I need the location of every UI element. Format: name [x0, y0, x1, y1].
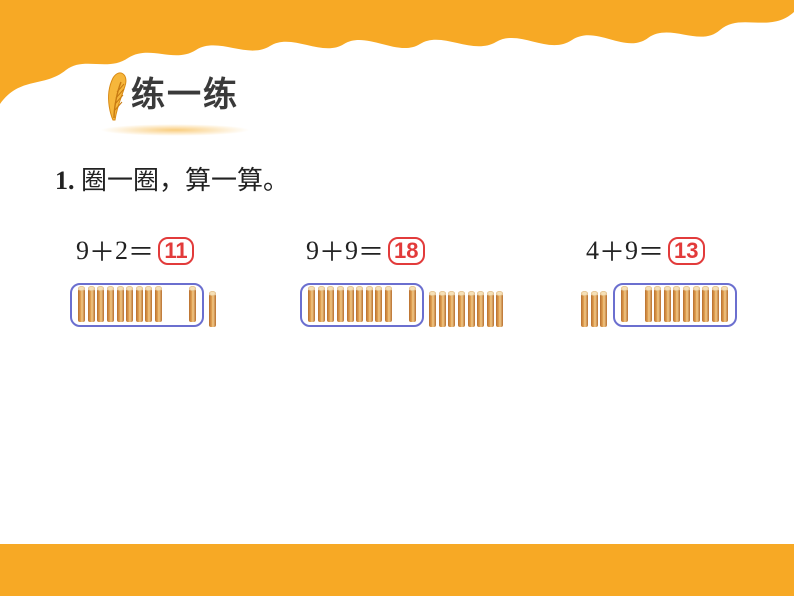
- counting-stick: [621, 288, 628, 322]
- counting-stick: [209, 293, 216, 327]
- counting-stick: [496, 293, 503, 327]
- counting-stick: [693, 288, 700, 322]
- equals: ＝: [638, 232, 664, 269]
- feather-icon: [95, 70, 135, 122]
- counting-stick: [356, 288, 363, 322]
- operand-b: 2: [115, 236, 128, 266]
- counting-stick: [107, 288, 114, 322]
- counting-stick: [439, 293, 446, 327]
- loose-sticks: [428, 293, 505, 327]
- sticks-area-3: [580, 283, 737, 327]
- counting-stick: [145, 288, 152, 322]
- operator: ＋: [89, 232, 115, 269]
- counting-stick: [468, 293, 475, 327]
- counting-stick: [155, 288, 162, 322]
- counting-stick: [591, 293, 598, 327]
- sticks-area-2: [300, 283, 505, 327]
- circled-group: [613, 283, 737, 327]
- equals: ＝: [128, 232, 154, 269]
- counting-stick: [600, 293, 607, 327]
- equation-2: 9 ＋ 9 ＝ 18: [306, 232, 425, 269]
- operator: ＋: [319, 232, 345, 269]
- problems: 9 ＋ 2 ＝ 11 9 ＋ 9 ＝ 18 4 ＋ 9 ＝ 13: [0, 232, 794, 327]
- equals: ＝: [358, 232, 384, 269]
- counting-stick: [347, 288, 354, 322]
- counting-stick: [337, 288, 344, 322]
- counting-stick: [126, 288, 133, 322]
- counting-stick: [487, 293, 494, 327]
- counting-stick: [308, 288, 315, 322]
- counting-stick: [318, 288, 325, 322]
- title-underline: [100, 124, 250, 136]
- loose-sticks: [580, 293, 609, 327]
- problem-3: 4 ＋ 9 ＝ 13: [580, 232, 790, 327]
- counting-stick: [654, 288, 661, 322]
- counting-stick: [477, 293, 484, 327]
- equation-1: 9 ＋ 2 ＝ 11: [76, 232, 194, 269]
- circled-group: [300, 283, 424, 327]
- counting-stick: [721, 288, 728, 322]
- counting-stick: [673, 288, 680, 322]
- answer-box: 11: [158, 237, 194, 265]
- operator: ＋: [599, 232, 625, 269]
- circled-group: [70, 283, 204, 327]
- operand-a: 9: [76, 236, 89, 266]
- counting-stick: [664, 288, 671, 322]
- counting-stick: [97, 288, 104, 322]
- instruction: 1. 圈一圈，算一算。: [55, 160, 289, 197]
- loose-sticks: [208, 293, 218, 327]
- counting-stick: [88, 288, 95, 322]
- operand-b: 9: [345, 236, 358, 266]
- instruction-num: 1.: [55, 166, 75, 195]
- answer-box: 13: [668, 237, 704, 265]
- counting-stick: [136, 288, 143, 322]
- operand-a: 9: [306, 236, 319, 266]
- problem-2: 9 ＋ 9 ＝ 18: [300, 232, 550, 327]
- equation-3: 4 ＋ 9 ＝ 13: [586, 232, 705, 269]
- operand-b: 9: [625, 236, 638, 266]
- counting-stick: [683, 288, 690, 322]
- counting-stick: [458, 293, 465, 327]
- operand-a: 4: [586, 236, 599, 266]
- sticks-area-1: [70, 283, 218, 327]
- counting-stick: [702, 288, 709, 322]
- counting-stick: [429, 293, 436, 327]
- counting-stick: [375, 288, 382, 322]
- counting-stick: [117, 288, 124, 322]
- counting-stick: [712, 288, 719, 322]
- banner-bottom: [0, 544, 794, 596]
- counting-stick: [78, 288, 85, 322]
- counting-stick: [581, 293, 588, 327]
- title-text: 练一练: [131, 67, 239, 116]
- instruction-text: 圈一圈，算一算。: [75, 166, 290, 195]
- problem-1: 9 ＋ 2 ＝ 11: [70, 232, 270, 327]
- counting-stick: [327, 288, 334, 322]
- counting-stick: [448, 293, 455, 327]
- title-block: 练一练: [95, 70, 239, 122]
- counting-stick: [366, 288, 373, 322]
- answer-box: 18: [388, 237, 424, 265]
- counting-stick: [645, 288, 652, 322]
- counting-stick: [189, 288, 196, 322]
- counting-stick: [385, 288, 392, 322]
- counting-stick: [409, 288, 416, 322]
